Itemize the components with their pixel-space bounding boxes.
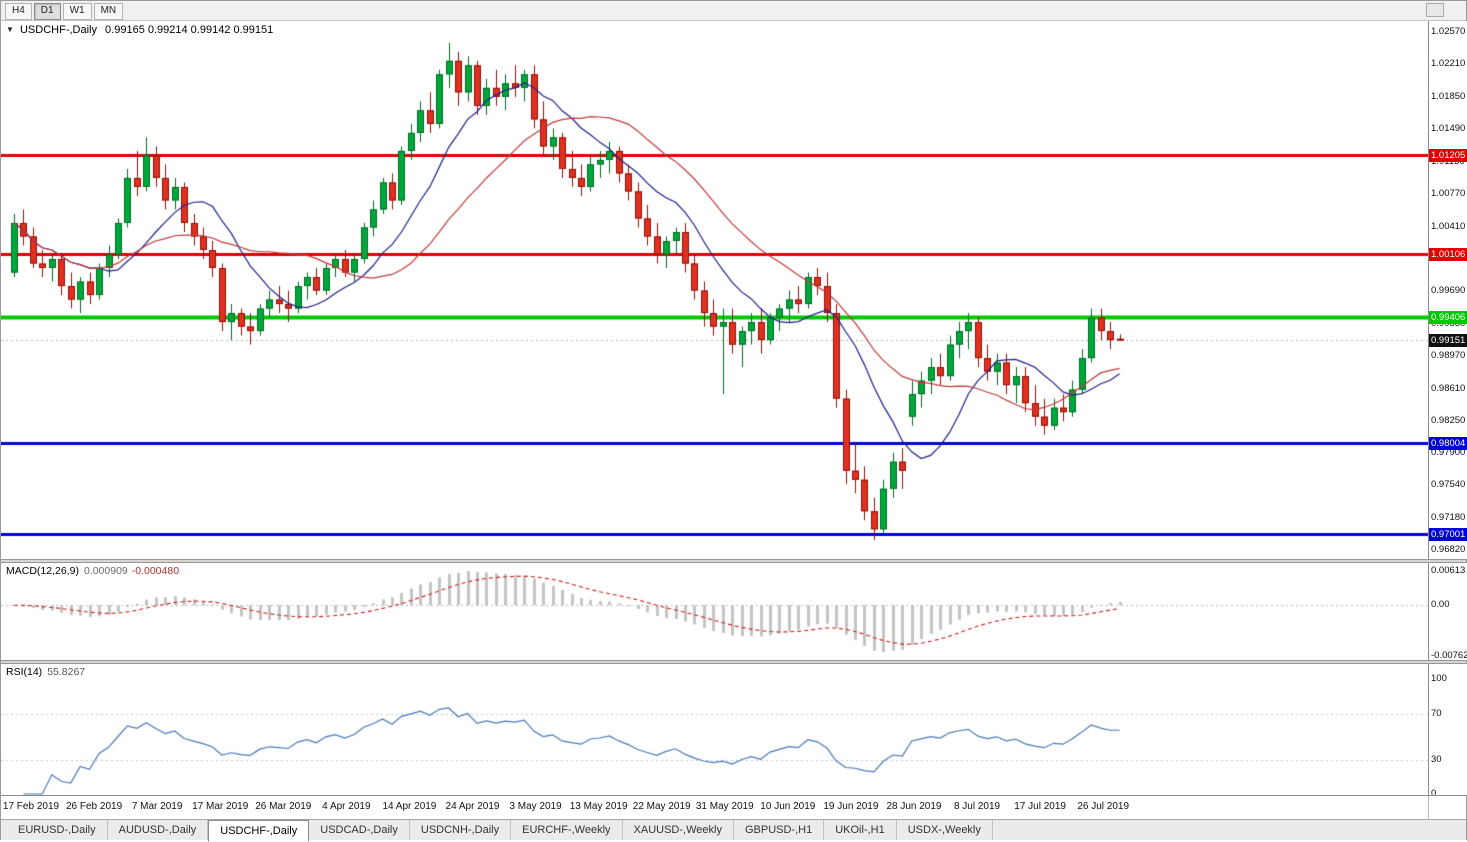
- current-price-badge: 0.99151: [1429, 334, 1467, 347]
- price-axis-tick: 1.00770: [1431, 188, 1466, 200]
- price-axis-tick: 1.01850: [1431, 90, 1466, 102]
- chart-tab-usdcad-daily[interactable]: USDCAD-,Daily: [309, 820, 410, 840]
- level-price-badge: 0.97001: [1429, 527, 1467, 541]
- chart-tab-usdx-weekly[interactable]: USDX-,Weekly: [897, 820, 993, 840]
- level-price-badge: 0.99406: [1429, 311, 1467, 325]
- timeframe-buttons: H4 D1 W1 MN: [5, 3, 125, 20]
- macd-axis[interactable]: 0.00613 0.00 -0.00762: [1428, 563, 1467, 661]
- time-axis-label: 4 Apr 2019: [322, 801, 371, 812]
- timeframe-button-mn[interactable]: MN: [93, 3, 124, 20]
- level-price-badge: 1.01205: [1429, 148, 1467, 162]
- time-axis-label: 26 Jul 2019: [1077, 801, 1130, 812]
- rsi-panel: RSI(14) 55.8267 100 70 30 0: [1, 664, 1467, 799]
- price-axis-tick: 1.02570: [1431, 26, 1466, 37]
- rsi-axis-tick: 70: [1431, 707, 1442, 719]
- price-axis-tick: 0.98610: [1431, 382, 1466, 394]
- rsi-label: RSI(14) 55.8267: [6, 666, 86, 678]
- rsi-axis[interactable]: 100 70 30 0: [1428, 664, 1467, 799]
- time-axis[interactable]: 17 Feb 2019 26 Feb 2019 7 Mar 2019 17 Mar 2…: [1, 795, 1466, 820]
- time-axis-label: 3 May 2019: [509, 801, 562, 812]
- chart-tab-ukoil-h1[interactable]: UKOil-,H1: [824, 820, 897, 840]
- macd-axis-tick: 0.00: [1431, 599, 1450, 611]
- level-price-badge: 1.00106: [1429, 247, 1467, 261]
- chart-tab-eurusd-daily[interactable]: EURUSD-,Daily: [7, 820, 108, 840]
- time-axis-label: 26 Mar 2019: [255, 801, 312, 812]
- chart-symbol-label: USDCHF-,Daily: [19, 24, 97, 36]
- time-axis-label: 17 Mar 2019: [192, 801, 249, 812]
- time-axis-label: 31 May 2019: [695, 801, 754, 812]
- time-axis-label: 10 Jun 2019: [760, 801, 816, 812]
- toolbar-right-button[interactable]: [1426, 3, 1444, 17]
- time-axis-label: 14 Apr 2019: [382, 801, 437, 812]
- period-toolbar: H4 D1 W1 MN: [1, 1, 1466, 21]
- price-axis-tick: 0.96820: [1431, 544, 1466, 555]
- chart-ohlc-values: 0.99165 0.99214 0.99142 0.99151: [105, 24, 274, 36]
- rsi-axis-tick: 0: [1431, 788, 1437, 799]
- panel-splitter[interactable]: [1, 559, 1466, 563]
- price-axis-tick: 0.99690: [1431, 285, 1466, 297]
- macd-main-value: 0.000909: [83, 565, 128, 577]
- price-axis-tick: 0.97540: [1431, 479, 1466, 491]
- macd-panel: MACD(12,26,9) 0.000909 -0.000480 0.00613 0.…: [1, 563, 1467, 661]
- time-axis-label: 13 May 2019: [569, 801, 628, 812]
- macd-axis-tick: 0.00613: [1431, 565, 1466, 576]
- price-chart-canvas[interactable]: [1, 21, 1428, 559]
- chart-header: ▼ USDCHF-,Daily 0.99165 0.99214 0.99142 …: [6, 24, 273, 36]
- time-axis-label: 17 Jul 2019: [1014, 801, 1066, 812]
- rsi-canvas[interactable]: [1, 664, 1428, 795]
- price-axis[interactable]: 1.025701.022101.018501.014901.011301.007…: [1428, 21, 1467, 559]
- macd-signal-value: -0.000480: [131, 565, 180, 577]
- time-axis-label: 24 Apr 2019: [445, 801, 500, 812]
- macd-canvas[interactable]: [1, 563, 1428, 660]
- price-axis-tick: 0.97180: [1431, 511, 1466, 523]
- chart-tab-eurchf-weekly[interactable]: EURCHF-,Weekly: [511, 820, 623, 840]
- time-axis-label: 28 Jun 2019: [886, 801, 942, 812]
- price-axis-tick: 0.97900: [1431, 446, 1466, 458]
- level-price-badge: 0.98004: [1429, 437, 1467, 451]
- timeframe-button-d1[interactable]: D1: [33, 3, 61, 20]
- chart-tab-usdcnh-daily[interactable]: USDCNH-,Daily: [410, 820, 512, 840]
- price-axis-tick: 1.00410: [1431, 220, 1466, 232]
- chart-tab-audusd-daily[interactable]: AUDUSD-,Daily: [108, 820, 209, 840]
- rsi-axis-tick: 30: [1431, 753, 1442, 765]
- price-axis-tick: 1.01490: [1431, 123, 1466, 135]
- macd-label: MACD(12,26,9) 0.000909 -0.000480: [6, 565, 180, 577]
- price-chart-panel: ▼ USDCHF-,Daily 0.99165 0.99214 0.99142 …: [1, 21, 1467, 559]
- chart-tab-usdchf-daily[interactable]: USDCHF-,Daily: [208, 820, 310, 842]
- price-axis-tick: 0.98250: [1431, 415, 1466, 427]
- rsi-value: 55.8267: [47, 666, 86, 678]
- price-axis-tick: 1.02210: [1431, 58, 1466, 70]
- macd-axis-tick: -0.00762: [1431, 650, 1467, 661]
- time-axis-label: 8 Jul 2019: [953, 801, 1001, 812]
- time-axis-label: 26 Feb 2019: [65, 801, 123, 812]
- chart-tabs-bar: EURUSD-,Daily AUDUSD-,Daily USDCHF-,Daily U…: [1, 819, 1466, 842]
- rsi-axis-tick: 100: [1431, 673, 1447, 684]
- time-axis-label: 19 Jun 2019: [823, 801, 879, 812]
- timeframe-button-h4[interactable]: H4: [5, 3, 32, 20]
- chart-tab-gbpusd-h1[interactable]: GBPUSD-,H1: [734, 820, 825, 840]
- time-axis-label: 22 May 2019: [632, 801, 691, 812]
- price-axis-tick: 0.98970: [1431, 350, 1466, 362]
- time-axis-label: 17 Feb 2019: [2, 801, 60, 812]
- chart-dropdown-icon[interactable]: ▼: [6, 25, 14, 34]
- chart-tab-xauusd-weekly[interactable]: XAUUSD-,Weekly: [623, 820, 734, 840]
- time-axis-separator: [1428, 796, 1429, 820]
- panel-splitter[interactable]: [1, 660, 1466, 664]
- timeframe-button-w1[interactable]: W1: [62, 3, 92, 20]
- time-axis-label: 7 Mar 2019: [131, 801, 183, 812]
